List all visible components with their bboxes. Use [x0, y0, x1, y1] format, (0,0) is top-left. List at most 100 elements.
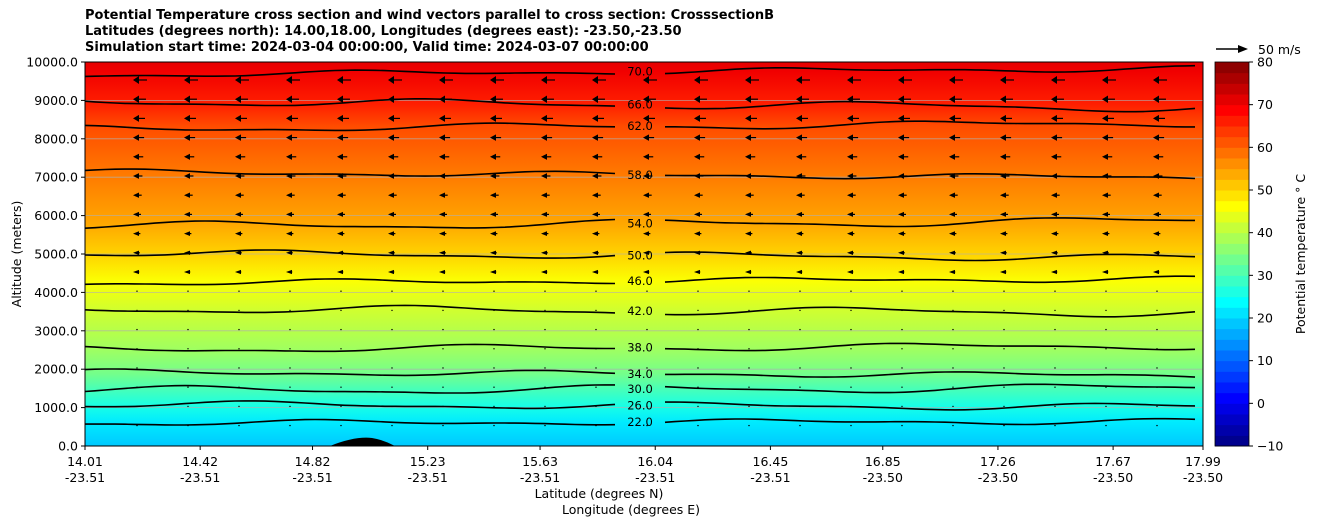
wind-vector: [952, 424, 954, 427]
colorbar-band: [1215, 382, 1249, 394]
isentrope-line: [664, 100, 1196, 113]
wind-vector-head: [1102, 114, 1108, 122]
contour-label: 58.0: [627, 168, 653, 182]
wind-vector: [442, 424, 444, 427]
wind-vector-head: [949, 95, 955, 103]
wind-vector-head: [439, 231, 445, 236]
wind-vector: [952, 367, 954, 369]
wind-vector: [493, 405, 495, 408]
wind-vector-head: [1153, 269, 1159, 275]
wind-vector: [697, 290, 699, 292]
colorbar-band: [1215, 200, 1249, 212]
wind-vector: [340, 367, 342, 369]
wind-vector-head: [898, 134, 904, 141]
wind-vector-head: [949, 134, 955, 141]
colorbar-band: [1215, 222, 1249, 234]
wind-vector-head: [1000, 192, 1006, 198]
wind-vector: [697, 367, 699, 369]
wind-vector-head: [745, 114, 751, 122]
colorbar-label: Potential temperature ° C: [1293, 174, 1308, 335]
colorbar-frame: [1214, 61, 1250, 447]
isentrope-line: [85, 304, 616, 314]
wind-vector: [238, 367, 240, 369]
isentrope-line: [664, 251, 1196, 262]
contour-label: 22.0: [627, 415, 653, 429]
y-tick-label: 4000.0: [34, 285, 78, 300]
wind-vector-head: [1000, 114, 1006, 122]
wind-vector-head: [745, 153, 751, 160]
wind-vector: [1054, 328, 1056, 331]
wind-vector: [901, 328, 903, 331]
wind-vector-head: [898, 211, 904, 217]
wind-vector-head: [490, 95, 496, 103]
wind-vector: [748, 386, 750, 388]
wind-vector-head: [439, 192, 445, 198]
x-tick-lon: -23.51: [520, 470, 560, 485]
wind-vector: [799, 386, 801, 388]
wind-vector: [493, 290, 495, 292]
wind-vector: [595, 309, 597, 312]
wind-vector-head: [490, 269, 496, 275]
x-tick-lon: -23.51: [65, 470, 105, 485]
wind-vector-head: [1102, 192, 1108, 198]
wind-vector-head: [898, 95, 904, 103]
wind-vector-head: [694, 192, 700, 198]
wind-vector-head: [949, 76, 955, 84]
x-axis-label-lat: Latitude (degrees N): [535, 486, 664, 501]
wind-vector: [850, 424, 852, 427]
wind-vector-head: [1051, 231, 1057, 236]
wind-vector: [1003, 386, 1005, 388]
wind-vector: [901, 290, 903, 292]
wind-vector: [799, 328, 801, 331]
colorbar-band: [1215, 350, 1249, 362]
wind-vector: [646, 290, 648, 292]
wind-vector: [1003, 367, 1005, 369]
x-tick-lon: -23.50: [1183, 470, 1223, 485]
isentrope-line: [664, 217, 1195, 228]
colorbar-band: [1215, 158, 1249, 170]
wind-vector-head: [439, 76, 445, 84]
title-line-2: Latitudes (degrees north): 14.00,18.00, …: [85, 24, 682, 39]
wind-vector-head: [643, 269, 649, 275]
wind-vector: [544, 424, 546, 427]
wind-vector: [238, 348, 240, 350]
wind-vector-head: [286, 250, 292, 255]
wind-vector-head: [847, 134, 853, 141]
x-tick-lat: 17.26: [980, 454, 1016, 469]
wind-vector-head: [592, 153, 598, 160]
wind-vector-head: [541, 134, 547, 141]
wind-vector: [748, 405, 750, 408]
wind-vector: [901, 348, 903, 350]
isentrope-line: [85, 168, 616, 177]
wind-vector: [901, 405, 903, 408]
wind-vector: [901, 367, 903, 369]
wind-vector-head: [949, 153, 955, 160]
colorbar-tick-label: 80: [1257, 55, 1273, 70]
wind-vector-head: [643, 173, 649, 179]
wind-vector: [1156, 290, 1158, 292]
wind-vector: [850, 290, 852, 292]
colorbar-band: [1215, 94, 1249, 106]
wind-vector-head: [949, 211, 955, 217]
wind-vector-head: [235, 114, 241, 122]
isentrope-line: [85, 368, 616, 377]
colorbar-tick-label: 20: [1257, 311, 1273, 326]
colorbar-band: [1215, 211, 1249, 223]
wind-vector-head: [592, 173, 598, 179]
colorbar-band: [1215, 190, 1249, 202]
wind-vector-head: [1051, 192, 1057, 198]
wind-vector-head: [133, 211, 139, 217]
wind-vector: [1156, 424, 1158, 427]
colorbar-band: [1215, 435, 1249, 447]
isentrope-line: [665, 371, 1196, 378]
wind-vector-head: [1051, 153, 1057, 160]
wind-vector: [850, 348, 852, 350]
wind-vector-head: [898, 192, 904, 198]
colorbar-band: [1215, 83, 1249, 95]
wind-vector-head: [643, 250, 649, 255]
wind-vector-head: [1102, 134, 1108, 141]
contour-label: 46.0: [627, 274, 653, 288]
wind-vector-head: [490, 231, 496, 236]
wind-vector: [544, 367, 546, 369]
wind-vector-head: [541, 192, 547, 198]
